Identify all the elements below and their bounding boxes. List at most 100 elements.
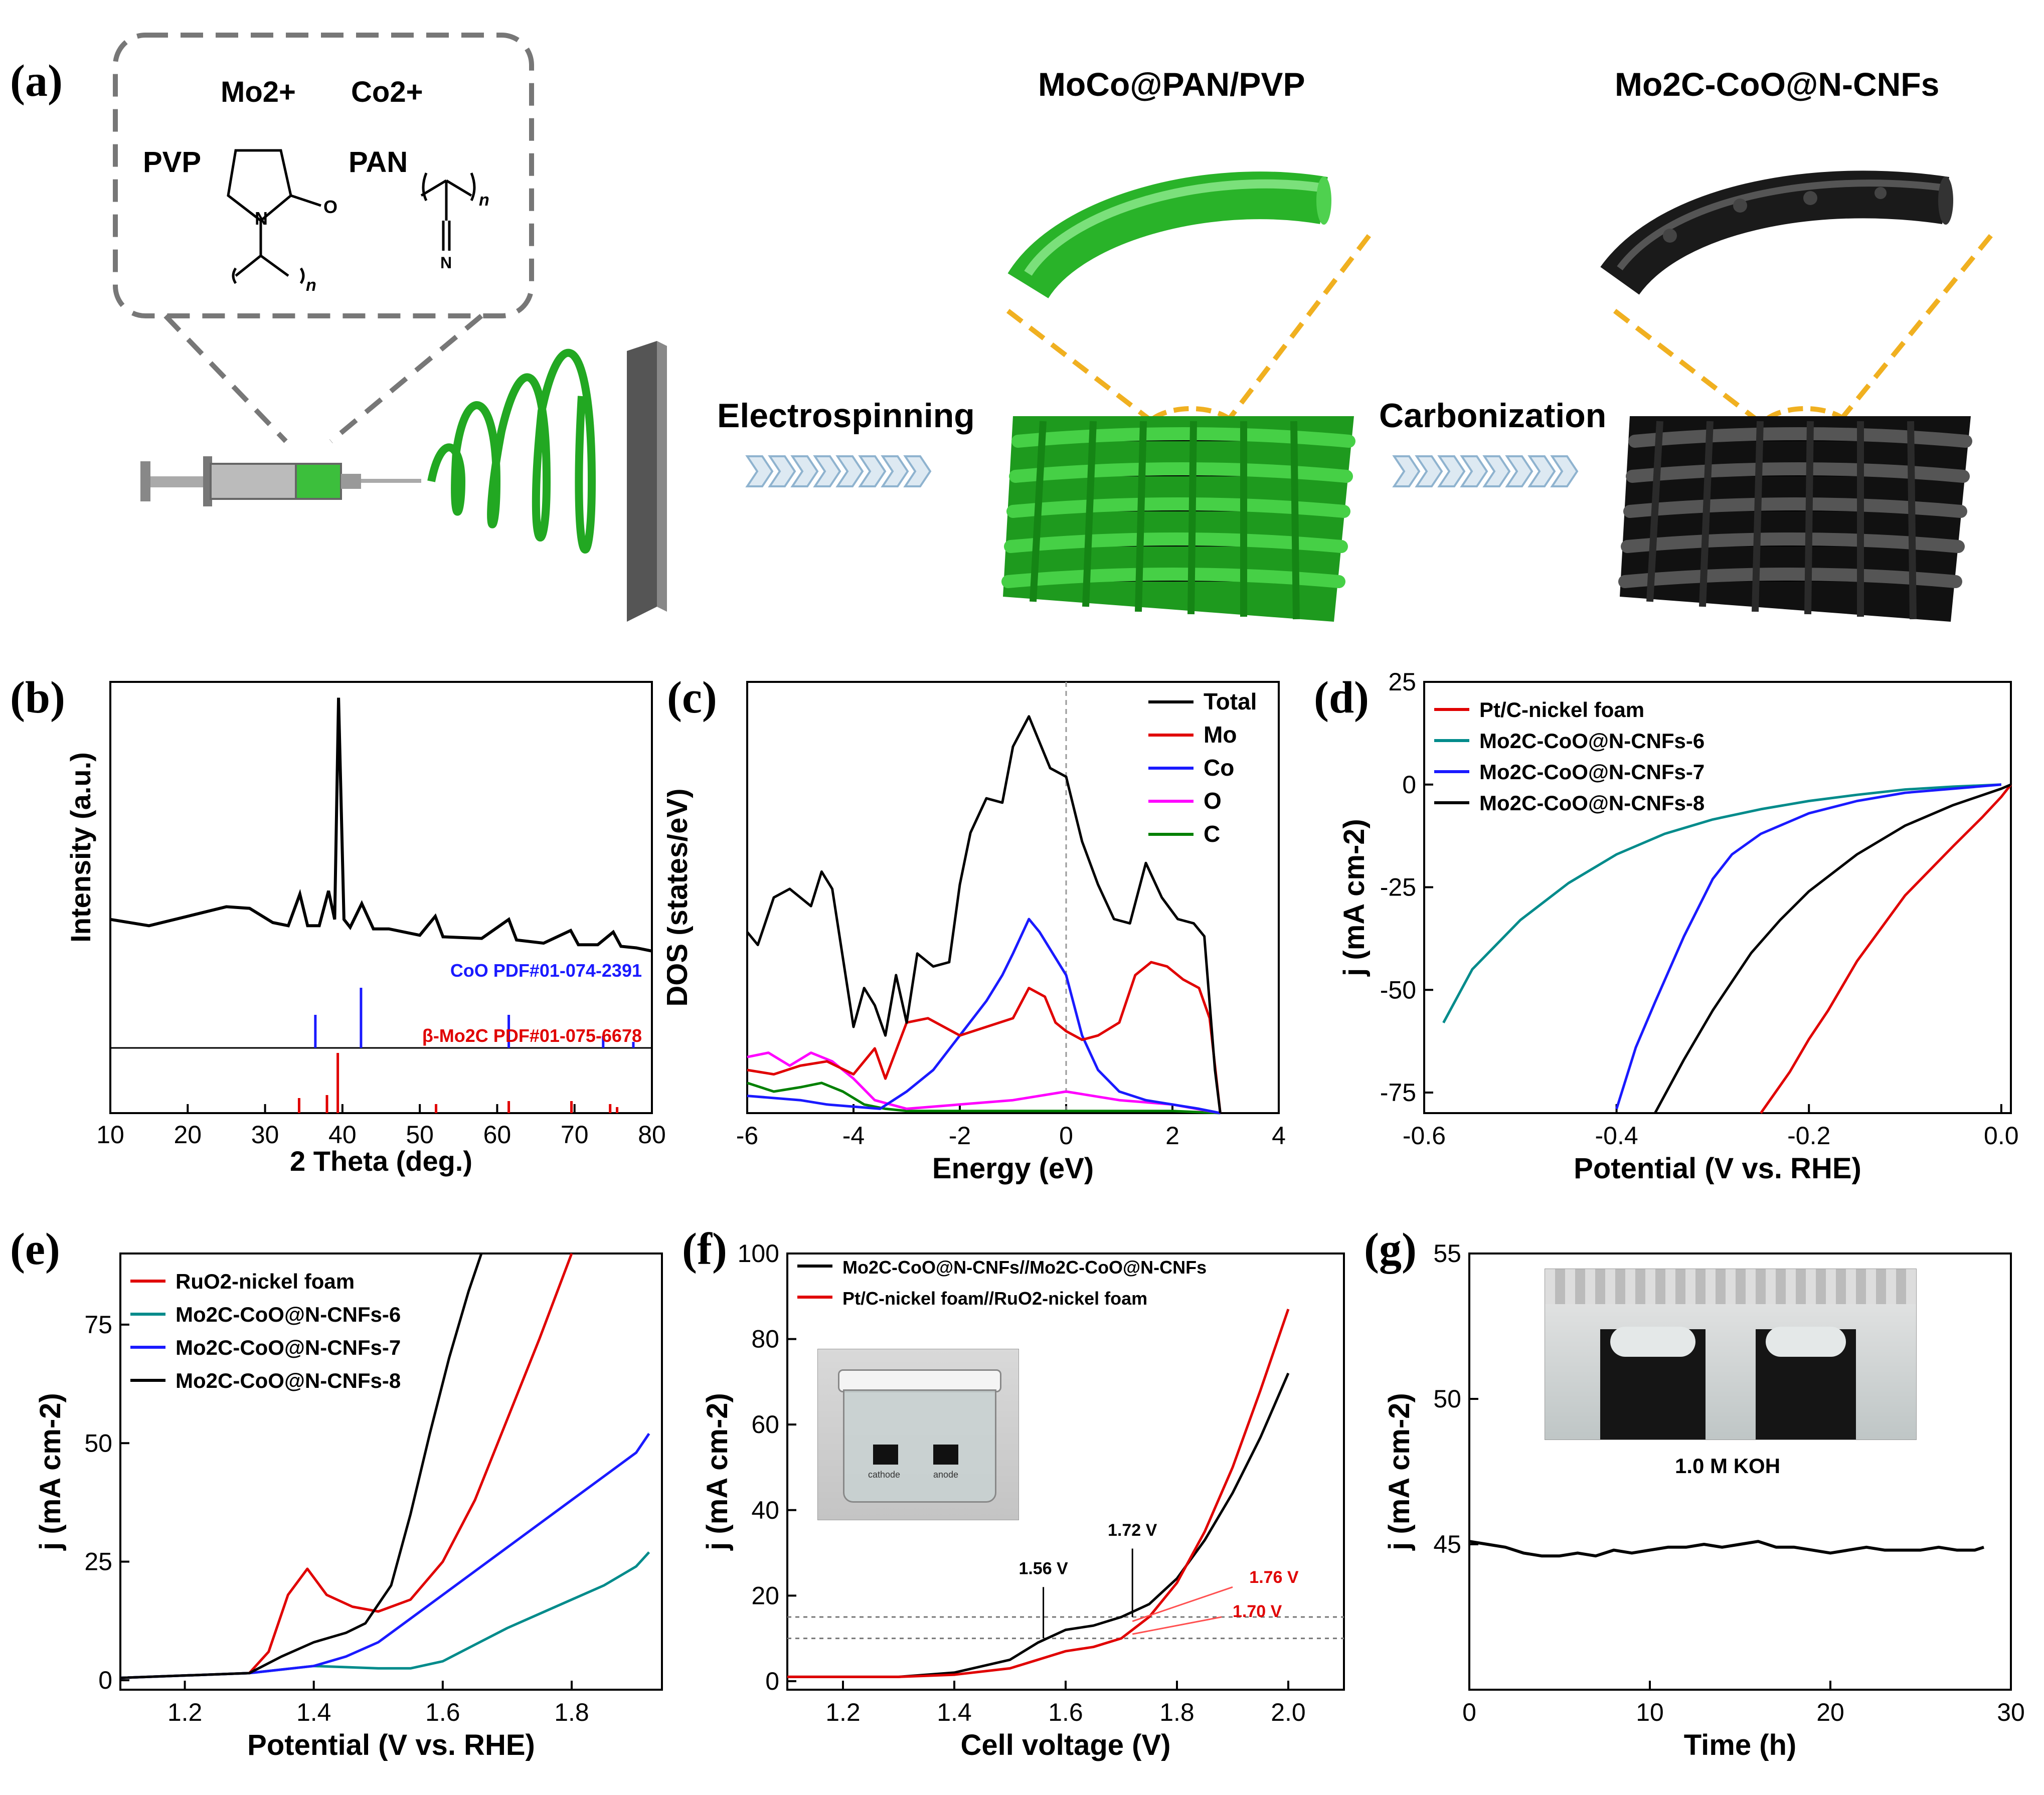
legend-entry: C (1204, 821, 1220, 847)
zoom-line (1613, 309, 1767, 428)
x-tick-label: 30 (251, 1121, 279, 1149)
ion-mo: Mo2+ (221, 76, 296, 108)
plot-frame (119, 1252, 663, 1691)
green-mesh (1001, 416, 1355, 622)
y-tick-label: 0 (1402, 771, 1416, 799)
y-tick-label: 50 (84, 1429, 112, 1457)
panel-label: (e) (10, 1224, 60, 1274)
y-tick-label: 100 (738, 1239, 779, 1268)
panel-a: (a) N O n N n (0, 0, 2044, 652)
lsv-curve (1760, 784, 2012, 1114)
x-tick-label: 10 (1636, 1698, 1664, 1726)
x-tick-label: 80 (638, 1121, 666, 1149)
electrode-photo (1545, 1269, 1917, 1440)
dos-o (747, 1051, 1221, 1115)
x-tick-label: 10 (96, 1121, 124, 1149)
x-axis-label: Potential (V vs. RHE) (1574, 1152, 1861, 1185)
x-tick-label: 2.0 (1271, 1698, 1306, 1726)
x-tick-label: 1.2 (167, 1698, 203, 1726)
reference-label: β-Mo2C PDF#01-075-6678 (422, 1025, 642, 1046)
x-tick-label: 60 (483, 1121, 512, 1149)
chart-overall: 1.2 1.4 1.6 1.8 2.0 0 20 40 60 80 100 Cell voltage … (701, 1239, 1345, 1761)
x-tick-label: 2 (1165, 1122, 1179, 1150)
chart-her: -0.6 -0.4 -0.2 0.0 25 0 -25 -50 -75 Potential (V … (1338, 668, 2019, 1185)
legend-entry: Mo2C-CoO@N-CNFs-6 (176, 1303, 401, 1326)
y-tick-label: 25 (84, 1548, 112, 1576)
legend-entry: Pt/C-nickel foam (1479, 698, 1644, 722)
stage2-title: Mo2C-CoO@N-CNFs (1615, 66, 1940, 103)
y-tick-label: 60 (751, 1410, 779, 1439)
ion-co: Co2+ (351, 76, 423, 108)
legend-entry: Total (1204, 688, 1257, 714)
x-tick-label: 40 (328, 1121, 357, 1149)
x-tick-label: 1.8 (554, 1698, 589, 1726)
x-tick-label: -0.4 (1595, 1122, 1638, 1150)
y-tick-label: 40 (751, 1496, 779, 1524)
lsv-curve (1615, 783, 2002, 1110)
x-tick-label: 0.0 (1984, 1122, 2019, 1150)
green-fiber (1007, 171, 1328, 299)
y-tick-label: -25 (1380, 873, 1416, 902)
legend-entry: Mo (1204, 722, 1237, 748)
y-axis-label: j (mA cm-2) (1383, 1393, 1416, 1551)
x-tick-label: -2 (949, 1122, 971, 1150)
schematic: N O n N n (113, 33, 1993, 622)
y-tick-label: 75 (84, 1311, 112, 1339)
step-carbonization: Carbonization (1379, 397, 1607, 435)
legend-entry: Mo2C-CoO@N-CNFs-7 (176, 1336, 401, 1359)
x-tick-label: 70 (561, 1121, 589, 1149)
anode-label: anode (933, 1470, 959, 1480)
x-tick-label: 1.6 (425, 1698, 460, 1726)
x-tick-label: -6 (736, 1122, 758, 1150)
zoom-line (1833, 234, 1993, 428)
atom-o: O (323, 197, 337, 217)
x-tick-label: 1.8 (1159, 1698, 1195, 1726)
atom-n: N (255, 208, 268, 229)
plot-frame (109, 681, 653, 1114)
subscript-n: n (479, 191, 489, 210)
y-axis-label: Intensity (a.u.) (65, 752, 96, 943)
reference-label: CoO PDF#01-074-2391 (450, 960, 642, 981)
stage1-title: MoCo@PAN/PVP (1038, 66, 1305, 103)
panel-label: (d) (1314, 673, 1369, 723)
x-tick-label: 20 (174, 1121, 202, 1149)
panel-label: (b) (10, 673, 65, 723)
y-tick-label: 20 (751, 1581, 779, 1609)
polymer-pvp: PVP (143, 146, 202, 178)
y-tick-label: -50 (1380, 976, 1416, 1004)
legend-entry: Mo2C-CoO@N-CNFs-6 (1479, 729, 1705, 753)
stability-curve (1469, 1540, 1984, 1558)
y-tick-label: -75 (1380, 1079, 1416, 1107)
black-mesh (1618, 416, 1972, 622)
x-tick-label: 4 (1272, 1122, 1286, 1150)
x-tick-label: 20 (1816, 1698, 1844, 1726)
y-tick-label: 55 (1433, 1239, 1461, 1268)
chart-xrd: CoO PDF#01-074-2391 β-Mo2C PDF#01-075-667… (65, 681, 666, 1177)
panel-label: (a) (10, 56, 63, 106)
annotation-arrow (1132, 1616, 1222, 1635)
plot-frame (746, 681, 1280, 1114)
dos-total (746, 715, 1222, 1114)
plot-frame (1423, 681, 2012, 1114)
zoom-line (163, 314, 288, 443)
x-axis-label: 2 Theta (deg.) (290, 1145, 472, 1177)
lsv-curve (120, 1253, 483, 1679)
y-tick-label: 45 (1433, 1530, 1461, 1558)
panel-label: (c) (667, 673, 717, 723)
x-tick-label: 50 (406, 1121, 434, 1149)
cathode-label: cathode (868, 1470, 901, 1480)
chart-stability: 0 10 20 30 45 50 55 Time (h) j (mA cm-2) (1383, 1239, 2025, 1761)
x-tick-label: 0 (1059, 1122, 1073, 1150)
annotation-label: 1.72 V (1108, 1521, 1157, 1540)
legend-entry: Pt/C-nickel foam//RuO2-nickel foam (842, 1288, 1147, 1309)
zoom-line (1222, 234, 1371, 428)
x-tick-label: -0.6 (1403, 1122, 1446, 1150)
x-axis-label: Cell voltage (V) (961, 1729, 1171, 1761)
y-tick-label: 80 (751, 1325, 779, 1353)
polarization-curve (787, 1372, 1290, 1678)
polarization-curve (787, 1309, 1290, 1678)
lsv-curve (1442, 783, 2001, 1023)
panel-label: (g) (1364, 1224, 1417, 1274)
x-axis-label: Potential (V vs. RHE) (247, 1729, 535, 1761)
lsv-curve (120, 1253, 573, 1679)
